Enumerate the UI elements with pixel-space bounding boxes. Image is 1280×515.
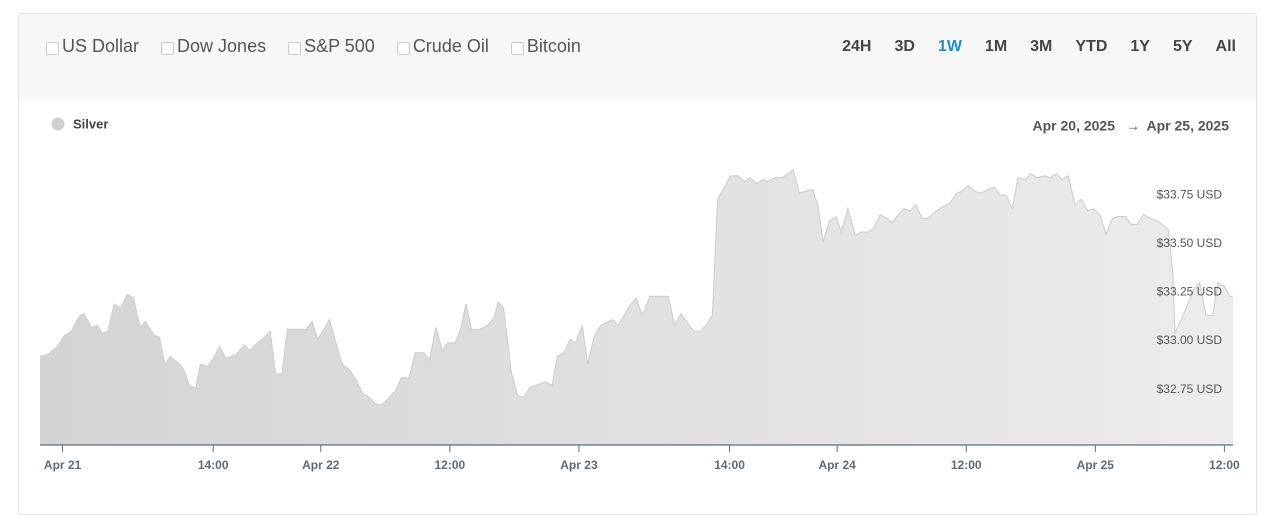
- y-tick-label: $33.00 USD: [1157, 333, 1223, 347]
- area: [40, 169, 1233, 445]
- compare-label[interactable]: Dow Jones: [177, 36, 267, 56]
- range-button[interactable]: 1M: [984, 38, 1008, 55]
- legend-label: Silver: [73, 116, 108, 131]
- range-button[interactable]: 5Y: [1172, 38, 1193, 55]
- x-tick-label: Apr 22: [302, 458, 340, 472]
- y-tick-label: $33.75 USD: [1157, 187, 1223, 201]
- range-button[interactable]: 24H: [842, 38, 872, 55]
- x-tick-label: 12:00: [435, 458, 466, 472]
- range-button[interactable]: YTD: [1075, 38, 1108, 55]
- x-tick-label: 12:00: [951, 458, 982, 472]
- checkbox[interactable]: [510, 41, 524, 55]
- x-tick-label: Apr 23: [560, 458, 598, 472]
- chart: Apr 20, 2025 → Apr 25, 2025 Silver $32.75…: [39, 116, 1240, 472]
- compare-options: US Dollar Dow Jones S&P 500 Crude Oil Bitcoi…: [46, 36, 603, 57]
- range-button[interactable]: 1Y: [1130, 38, 1150, 55]
- line: [39, 168, 1233, 406]
- range-buttons: 24H 3D 1W 1M 3M YTD 1Y 5Y All: [819, 38, 1236, 56]
- x-tick-label: Apr 25: [1077, 458, 1115, 472]
- toolbar: US Dollar Dow Jones S&P 500 Crude Oil Bitcoi…: [19, 14, 1256, 99]
- page: {"header": {"compare_options": ["US Doll…: [18, 13, 1257, 515]
- date-end: Apr 25, 2025: [1147, 118, 1230, 134]
- checkbox[interactable]: [288, 41, 302, 55]
- range-button[interactable]: 3D: [894, 38, 915, 55]
- compare-label[interactable]: Crude Oil: [412, 36, 489, 56]
- date-start: Apr 20, 2025: [1033, 118, 1116, 134]
- legend-marker: [51, 117, 65, 131]
- compare-option[interactable]: Crude Oil: [396, 36, 489, 57]
- checkbox[interactable]: [46, 41, 59, 55]
- compare-option[interactable]: US Dollar: [46, 36, 139, 57]
- y-tick-label: $33.50 USD: [1157, 236, 1223, 250]
- y-tick-label: $33.25 USD: [1157, 285, 1223, 299]
- compare-label[interactable]: S&P 500: [304, 36, 375, 56]
- x-tick-label: 14:00: [714, 458, 745, 472]
- compare-option[interactable]: Dow Jones: [161, 36, 266, 57]
- x-tick-label: 14:00: [198, 458, 229, 472]
- range-button[interactable]: All: [1215, 38, 1236, 55]
- compare-option[interactable]: Bitcoin: [510, 36, 581, 57]
- x-tick-label: 12:00: [1209, 458, 1240, 472]
- y-tick-label: $32.75 USD: [1157, 382, 1223, 396]
- range-button[interactable]: 3M: [1030, 38, 1053, 55]
- compare-label[interactable]: Bitcoin: [526, 36, 581, 56]
- checkbox[interactable]: [161, 41, 175, 55]
- date-separator: →: [1126, 118, 1140, 134]
- compare-option[interactable]: S&P 500: [288, 36, 375, 57]
- compare-label[interactable]: US Dollar: [62, 36, 140, 56]
- range-button[interactable]: 1W: [937, 38, 962, 55]
- x-tick-label: Apr 21: [44, 458, 82, 472]
- x-tick-label: Apr 24: [818, 458, 856, 472]
- checkbox[interactable]: [396, 41, 410, 55]
